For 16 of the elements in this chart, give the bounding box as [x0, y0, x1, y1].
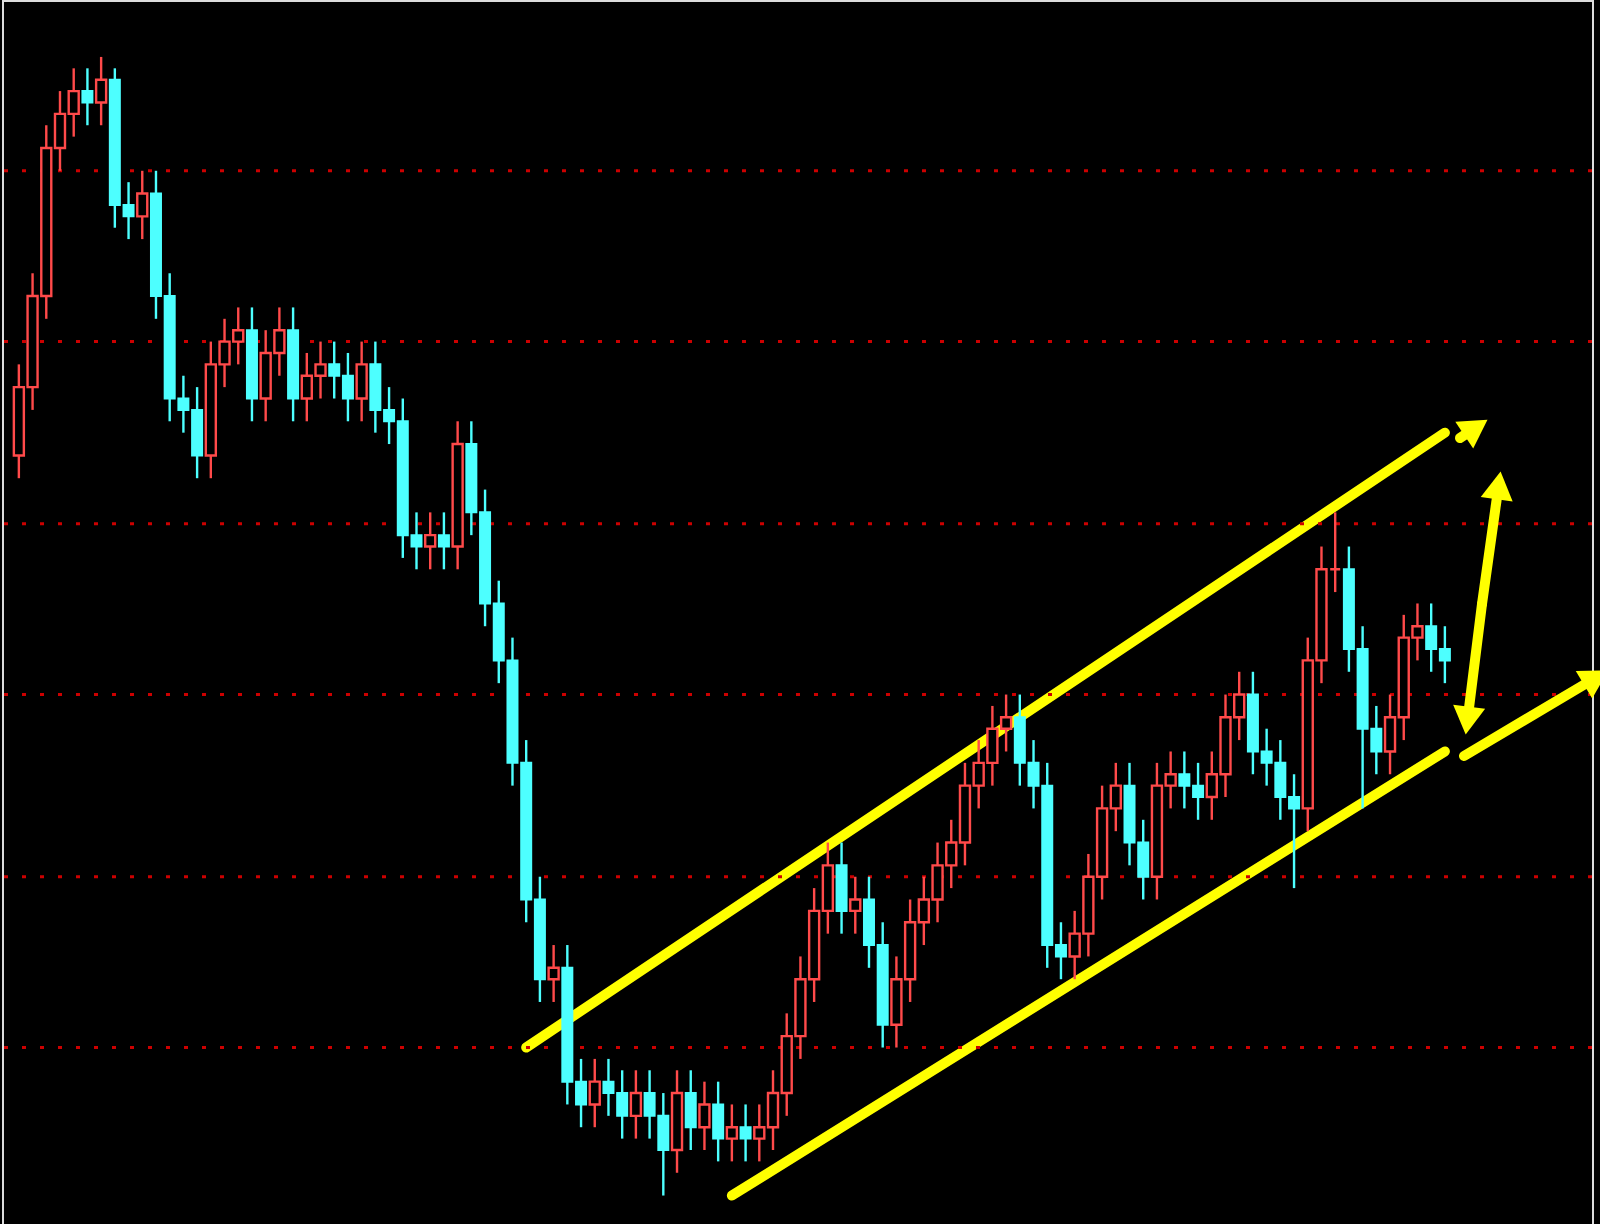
candlestick: [355, 340, 368, 423]
candlestick: [835, 841, 848, 935]
candlestick: [712, 1080, 725, 1163]
candlestick: [588, 1057, 601, 1129]
candlestick: [424, 511, 437, 571]
candlestick: [849, 875, 862, 935]
candlestick: [684, 1069, 697, 1152]
candlestick: [437, 511, 450, 571]
candlestick: [81, 67, 94, 127]
candlestick: [739, 1103, 752, 1163]
candlestick: [547, 943, 560, 1004]
candlestick: [94, 55, 108, 127]
candlestick: [725, 1103, 739, 1163]
candlestick: [136, 169, 149, 241]
candlestick: [698, 1080, 711, 1152]
candlestick: [629, 1069, 643, 1140]
